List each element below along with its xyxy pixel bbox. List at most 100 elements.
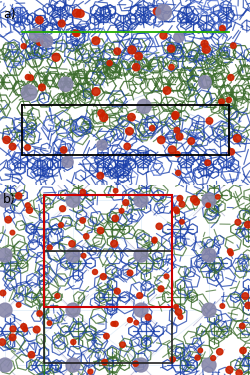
Circle shape bbox=[10, 326, 16, 332]
Circle shape bbox=[157, 136, 164, 144]
Circle shape bbox=[66, 248, 80, 262]
Circle shape bbox=[5, 216, 11, 223]
Circle shape bbox=[192, 199, 199, 205]
Circle shape bbox=[112, 215, 118, 222]
Circle shape bbox=[158, 286, 163, 292]
Circle shape bbox=[214, 195, 219, 199]
Circle shape bbox=[241, 293, 248, 299]
Circle shape bbox=[9, 143, 16, 150]
Circle shape bbox=[120, 342, 125, 347]
Circle shape bbox=[134, 303, 147, 317]
Circle shape bbox=[125, 128, 132, 135]
Circle shape bbox=[218, 99, 224, 105]
Circle shape bbox=[83, 234, 88, 239]
Circle shape bbox=[127, 318, 132, 322]
Circle shape bbox=[58, 223, 63, 228]
Circle shape bbox=[21, 85, 37, 100]
Circle shape bbox=[149, 126, 154, 131]
Circle shape bbox=[3, 136, 10, 144]
Circle shape bbox=[88, 369, 92, 374]
Circle shape bbox=[52, 53, 60, 61]
Circle shape bbox=[132, 361, 138, 366]
Circle shape bbox=[28, 351, 34, 358]
Circle shape bbox=[38, 84, 45, 91]
Circle shape bbox=[187, 138, 194, 144]
Circle shape bbox=[25, 203, 30, 208]
Circle shape bbox=[155, 4, 171, 20]
Circle shape bbox=[76, 10, 84, 17]
Circle shape bbox=[36, 16, 43, 24]
Circle shape bbox=[100, 114, 107, 122]
Circle shape bbox=[230, 43, 235, 48]
Circle shape bbox=[168, 146, 175, 154]
Circle shape bbox=[227, 148, 234, 155]
Circle shape bbox=[66, 193, 80, 207]
Circle shape bbox=[173, 128, 179, 133]
Circle shape bbox=[127, 270, 132, 276]
Circle shape bbox=[134, 248, 147, 262]
Circle shape bbox=[198, 76, 210, 88]
Circle shape bbox=[194, 355, 199, 360]
Circle shape bbox=[68, 241, 75, 247]
Circle shape bbox=[103, 333, 109, 339]
Circle shape bbox=[114, 288, 120, 294]
Circle shape bbox=[234, 219, 240, 225]
Circle shape bbox=[152, 238, 156, 243]
Circle shape bbox=[168, 64, 173, 70]
Circle shape bbox=[173, 32, 184, 42]
Circle shape bbox=[175, 170, 180, 176]
Circle shape bbox=[132, 64, 139, 71]
Circle shape bbox=[172, 114, 177, 119]
Circle shape bbox=[200, 40, 207, 47]
Circle shape bbox=[21, 324, 26, 330]
Circle shape bbox=[128, 46, 135, 54]
Circle shape bbox=[59, 206, 65, 212]
Circle shape bbox=[114, 48, 120, 55]
Circle shape bbox=[227, 75, 233, 81]
Circle shape bbox=[174, 152, 180, 157]
Circle shape bbox=[0, 303, 12, 317]
Circle shape bbox=[179, 219, 184, 224]
Circle shape bbox=[16, 193, 22, 199]
Circle shape bbox=[134, 53, 142, 60]
Circle shape bbox=[232, 135, 240, 142]
Circle shape bbox=[163, 87, 170, 94]
Circle shape bbox=[25, 145, 30, 150]
Circle shape bbox=[134, 358, 147, 372]
Circle shape bbox=[70, 339, 76, 345]
Circle shape bbox=[92, 37, 100, 45]
Circle shape bbox=[0, 193, 12, 207]
Circle shape bbox=[225, 366, 232, 374]
Circle shape bbox=[164, 274, 168, 279]
Circle shape bbox=[124, 143, 130, 150]
Circle shape bbox=[0, 290, 6, 296]
Circle shape bbox=[112, 321, 118, 327]
Circle shape bbox=[72, 9, 80, 17]
Circle shape bbox=[47, 245, 52, 250]
Circle shape bbox=[66, 358, 80, 372]
Circle shape bbox=[0, 339, 6, 345]
Circle shape bbox=[136, 292, 142, 298]
Circle shape bbox=[110, 321, 115, 326]
Circle shape bbox=[197, 348, 202, 352]
Circle shape bbox=[134, 193, 147, 207]
Circle shape bbox=[74, 31, 80, 36]
Circle shape bbox=[80, 217, 85, 223]
Circle shape bbox=[9, 334, 16, 340]
Circle shape bbox=[201, 358, 215, 372]
Circle shape bbox=[0, 248, 12, 262]
Circle shape bbox=[226, 98, 230, 103]
Circle shape bbox=[152, 237, 156, 242]
Circle shape bbox=[97, 227, 103, 234]
Circle shape bbox=[174, 309, 181, 315]
Circle shape bbox=[16, 303, 21, 307]
Circle shape bbox=[144, 314, 150, 320]
Circle shape bbox=[113, 189, 117, 193]
Circle shape bbox=[60, 147, 67, 153]
Circle shape bbox=[239, 347, 245, 354]
Circle shape bbox=[0, 358, 12, 372]
Circle shape bbox=[238, 323, 244, 329]
Circle shape bbox=[40, 34, 52, 47]
Circle shape bbox=[174, 209, 178, 214]
Text: b): b) bbox=[3, 193, 16, 206]
